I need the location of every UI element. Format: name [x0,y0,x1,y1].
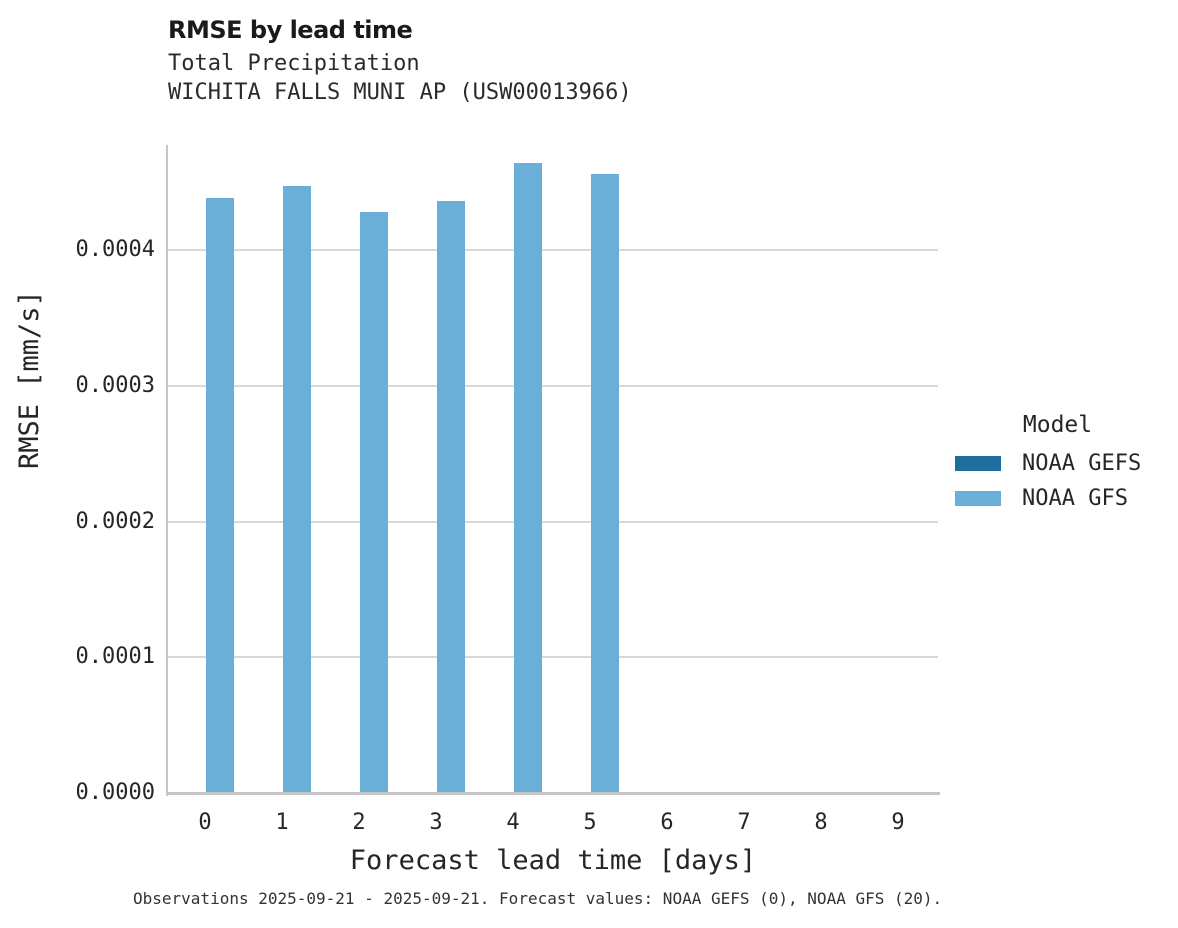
gridline-y-0.0004 [166,249,938,251]
legend-swatch-noaa-gefs [955,455,1001,471]
legend-row-noaa-gefs: NOAA GEFS [955,450,1170,476]
x-tick-label-8: 8 [814,810,828,835]
legend-title: Model [1022,412,1093,438]
bar-noaa-gfs-lead-0 [206,198,234,793]
y-tick-label-0.0004: 0.0004 [75,237,155,262]
legend-entries: NOAA GEFS NOAA GFS [955,450,1170,511]
bar-noaa-gfs-lead-4 [514,163,542,793]
x-axis-baseline [166,792,940,795]
x-tick-label-3: 3 [429,810,443,835]
y-tick-label-0.0001: 0.0001 [75,644,155,670]
x-tick-label-1: 1 [275,810,289,835]
plot-area [166,145,940,796]
chart-subtitle-variable: Total Precipitation [168,51,420,76]
legend: Model NOAA GEFS NOAA GFS [955,412,1170,522]
x-tick-label-7: 7 [737,810,751,835]
gridline-y-0.0002 [166,520,938,523]
chart-title: RMSE by lead time [168,16,413,44]
y-axis-spine [166,145,168,796]
x-tick-label-0: 0 [198,810,212,835]
footnote: Observations 2025-09-21 - 2025-09-21. Fo… [133,889,943,908]
chart-subtitle-station: WICHITA FALLS MUNI AP (USW00013966) [168,80,632,105]
y-tick-label-0.0003: 0.0003 [75,372,155,398]
x-tick-label-6: 6 [660,810,674,835]
gridline-y-0.0003 [166,384,938,387]
bar-noaa-gfs-lead-5 [591,173,619,793]
x-tick-label-9: 9 [891,810,905,835]
bar-noaa-gfs-lead-3 [437,201,465,793]
legend-label: NOAA GFS [1022,485,1128,511]
legend-row-noaa-gfs: NOAA GFS [955,485,1170,511]
bar-noaa-gfs-lead-2 [360,212,388,793]
x-tick-label-4: 4 [506,810,520,835]
x-tick-label-5: 5 [583,810,597,835]
y-tick-label-0.0002: 0.0002 [75,508,155,534]
x-tick-label-2: 2 [352,810,366,835]
x-axis-title: Forecast lead time [days] [349,845,757,876]
legend-swatch-noaa-gfs [955,490,1001,506]
gridline-y-0.0001 [166,656,938,659]
y-tick-label-0.0000: 0.0000 [75,780,155,805]
legend-label: NOAA GEFS [1022,450,1142,476]
bar-noaa-gfs-lead-1 [283,186,311,793]
